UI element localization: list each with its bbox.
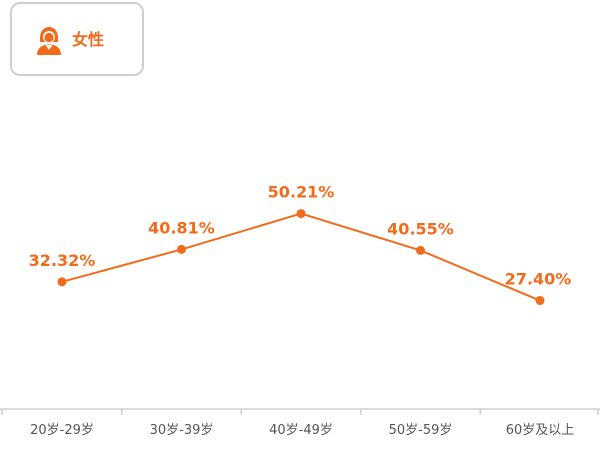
data-point (57, 277, 67, 287)
legend-label: 女性 (72, 30, 105, 49)
data-label: 40.55% (387, 219, 454, 238)
data-point (296, 209, 306, 219)
female-user-icon (37, 27, 61, 55)
data-point (535, 296, 545, 306)
x-axis: 20岁-29岁 30岁-39岁 40岁-49岁 50岁-59岁 60岁及以上 (0, 408, 600, 438)
series-women: 32.32% 40.81% 50.21% 40.55% 27.40% (29, 183, 572, 306)
data-label: 27.40% (505, 270, 572, 289)
x-tick-label: 40岁-49岁 (269, 423, 333, 438)
data-point (177, 244, 186, 254)
x-tick-label: 30岁-39岁 (150, 423, 214, 438)
data-label: 50.21% (268, 183, 335, 202)
data-label: 40.81% (148, 218, 215, 237)
x-tick-label: 60岁及以上 (506, 423, 575, 438)
legend-box: 女性 (10, 2, 144, 76)
x-tick-label: 50岁-59岁 (389, 423, 453, 438)
data-point (416, 245, 425, 255)
series-line (61, 212, 541, 302)
x-tick-label: 20岁-29岁 (30, 423, 94, 438)
data-label: 32.32% (29, 251, 96, 270)
